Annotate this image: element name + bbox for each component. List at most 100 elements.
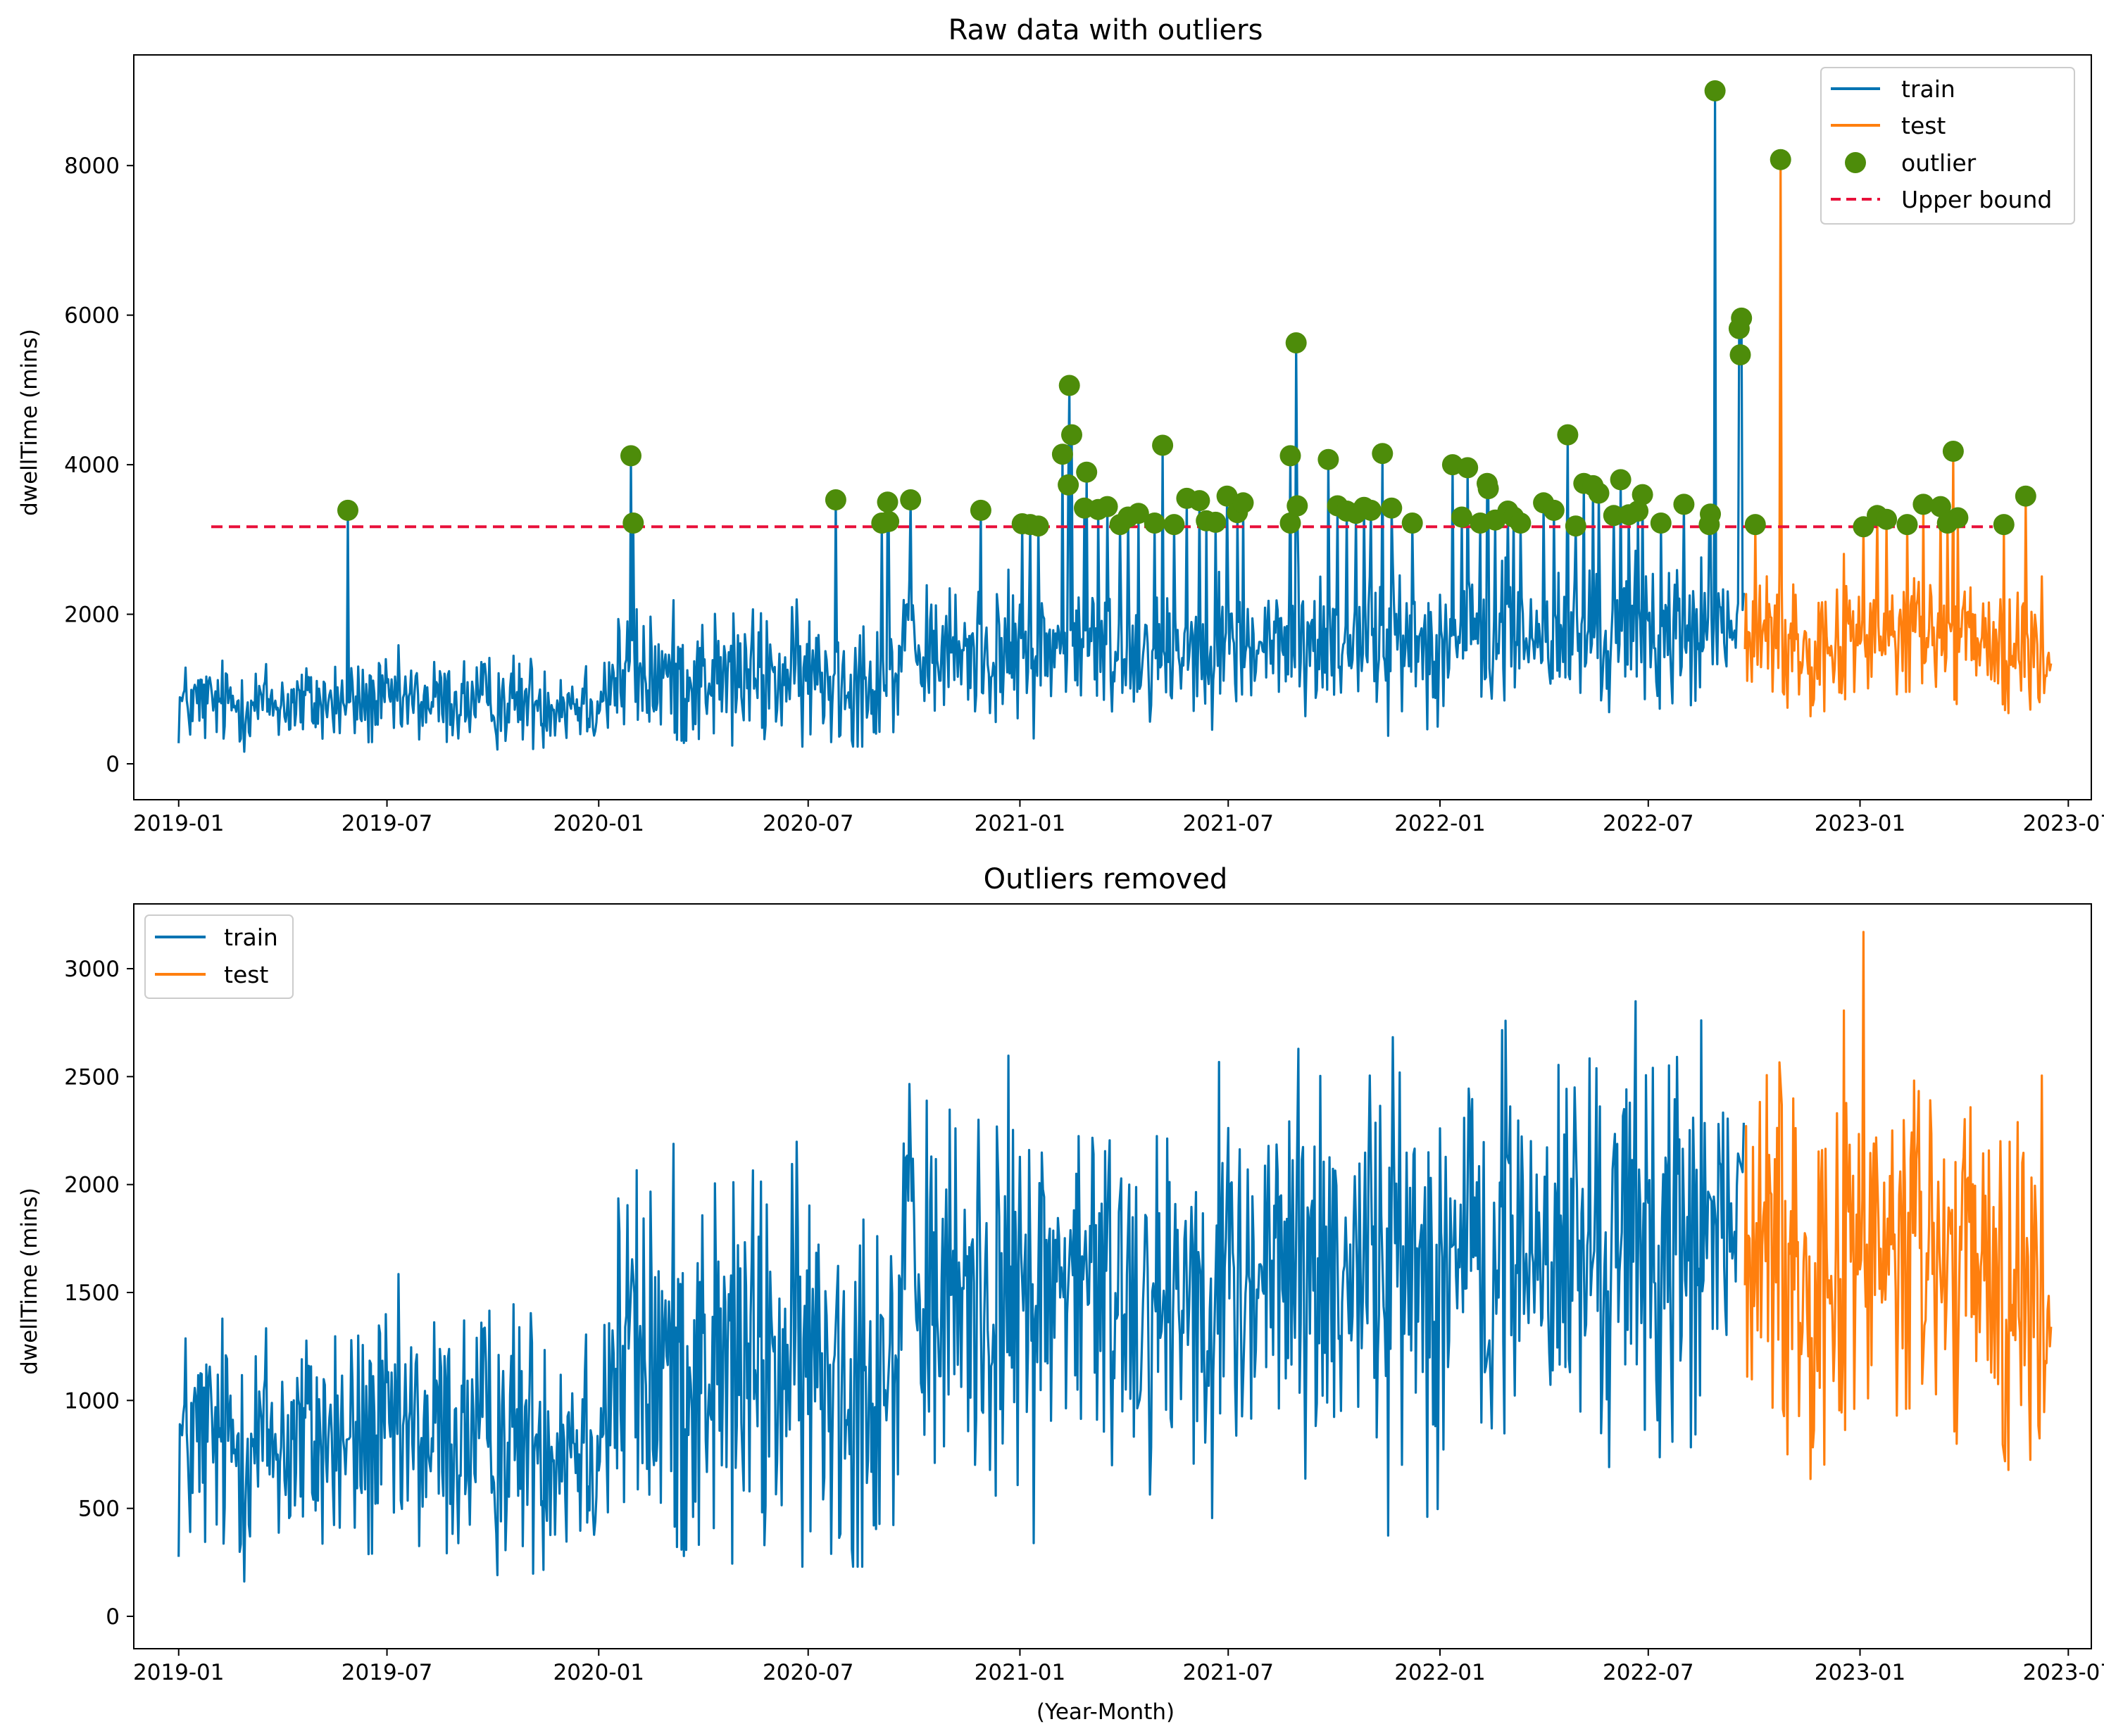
outlier-point [1936, 512, 1958, 534]
y-tick-label: 8000 [64, 153, 120, 179]
outlier-point [1058, 474, 1079, 496]
outlier-point [1912, 493, 1934, 515]
plot-area [177, 931, 2053, 1583]
outlier-point [877, 491, 898, 513]
x-axis-label: (Year-Month) [1037, 1699, 1175, 1725]
x-tick-label: 2023-07 [2023, 1660, 2104, 1685]
outlier-point [1401, 512, 1423, 534]
legend-outlier-label: outlier [1901, 149, 1977, 177]
legend-upper-bound-label: Upper bound [1901, 186, 2052, 213]
legend-train-label: train [224, 924, 278, 951]
outlier-point [1152, 434, 1174, 456]
x-tick-label: 2020-07 [763, 811, 854, 836]
plot-area [177, 80, 2053, 753]
outlier-point [1205, 511, 1227, 533]
outlier-point [337, 499, 358, 521]
outlier-point [1232, 492, 1254, 514]
outlier-point [1144, 512, 1165, 534]
outlier-point [900, 489, 922, 510]
outlier-point [1451, 506, 1472, 528]
x-tick-label: 2019-07 [342, 1660, 433, 1685]
x-tick-label: 2021-07 [1182, 811, 1274, 836]
outlier-point [1279, 512, 1301, 534]
outlier-point [1058, 375, 1080, 396]
legend: train test [144, 914, 294, 999]
x-tick-label: 2021-07 [1182, 1660, 1274, 1685]
outlier-point [825, 489, 846, 510]
axes-frame [133, 54, 2092, 800]
outlier-point [1728, 317, 1750, 339]
outlier-point [1650, 512, 1672, 534]
outlier-point [1993, 514, 2015, 536]
series-line-test [1743, 931, 2053, 1480]
legend-box [1820, 67, 2075, 225]
chart-outliers-removed: Outliers removed dwellTime (mins) (Year-… [17, 863, 2104, 1725]
outlier-point [1216, 485, 1238, 507]
x-tick-label: 2019-07 [342, 811, 433, 836]
y-tick-label: 1500 [64, 1281, 120, 1306]
outlier-point [1372, 443, 1394, 465]
outlier-point [1457, 457, 1479, 479]
y-tick-label: 2500 [64, 1064, 120, 1090]
x-tick-label: 2022-07 [1603, 1660, 1694, 1685]
legend-test-label: test [224, 961, 268, 988]
x-tick-label: 2022-01 [1394, 1660, 1486, 1685]
axes-frame [133, 903, 2092, 1649]
y-tick-label: 3000 [64, 957, 120, 982]
x-tick-label: 2020-01 [553, 1660, 645, 1685]
y-tick-label: 2000 [64, 1173, 120, 1198]
outlier-point [1163, 514, 1185, 536]
y-axis-label: dwellTime (mins) [17, 329, 42, 516]
x-tick-label: 2020-07 [763, 1660, 854, 1685]
outlier-point [1285, 332, 1307, 353]
y-tick-label: 1000 [64, 1388, 120, 1414]
outlier-point [1565, 515, 1586, 537]
x-tick-label: 2021-01 [975, 1660, 1066, 1685]
y-tick-label: 500 [78, 1497, 120, 1522]
chart-raw-with-outliers: Raw data with outliers dwellTime (mins) … [17, 14, 2104, 836]
outlier-point [1698, 514, 1720, 536]
outlier-point [970, 499, 991, 521]
outlier-point [1027, 515, 1049, 537]
outlier-point [1543, 499, 1565, 521]
axes-ticks: 0 2000 4000 6000 8000 2019-01 2019-07 2020-01 20… [64, 153, 2104, 836]
outlier-point [1588, 482, 1610, 504]
x-tick-label: 2023-07 [2023, 811, 2104, 836]
x-tick-label: 2022-01 [1394, 811, 1486, 836]
axes-ticks: 0 500 1000 1500 2000 2500 3000 2019-01 2019-07 20… [64, 957, 2104, 1685]
outlier-point [1929, 496, 1951, 517]
chart-title: Outliers removed [984, 863, 1228, 895]
outlier-point [1061, 424, 1082, 446]
outlier-point [1770, 149, 1791, 170]
series-line-test [1743, 158, 2053, 717]
series-line-train [177, 89, 1745, 753]
outlier-point [1603, 505, 1624, 527]
y-tick-label: 0 [106, 1604, 120, 1630]
outlier-point [1127, 503, 1149, 524]
outlier-point [622, 512, 644, 534]
y-axis-label: dwellTime (mins) [17, 1188, 42, 1375]
outlier-point [1704, 80, 1726, 101]
x-tick-label: 2020-01 [553, 811, 645, 836]
outlier-point [878, 510, 900, 532]
outlier-point [1510, 512, 1532, 534]
x-tick-label: 2019-01 [133, 811, 225, 836]
outlier-point [1744, 514, 1766, 536]
x-tick-label: 2023-01 [1815, 811, 1906, 836]
outlier-point [1557, 424, 1579, 446]
legend-test-label: test [1901, 112, 1946, 139]
outlier-point [1477, 478, 1499, 500]
x-tick-label: 2022-07 [1603, 811, 1694, 836]
y-tick-label: 0 [106, 752, 120, 777]
outlier-point [1189, 490, 1210, 512]
chart-title: Raw data with outliers [948, 14, 1263, 46]
outlier-point [1896, 514, 1918, 536]
outlier-point [1632, 484, 1653, 505]
x-tick-label: 2019-01 [133, 1660, 225, 1685]
outlier-point [1317, 448, 1339, 470]
outlier-point [1942, 441, 1964, 462]
outlier-point [1360, 499, 1382, 521]
outlier-point [2015, 485, 2036, 507]
outlier-point [1729, 344, 1751, 365]
y-tick-label: 4000 [64, 453, 120, 478]
